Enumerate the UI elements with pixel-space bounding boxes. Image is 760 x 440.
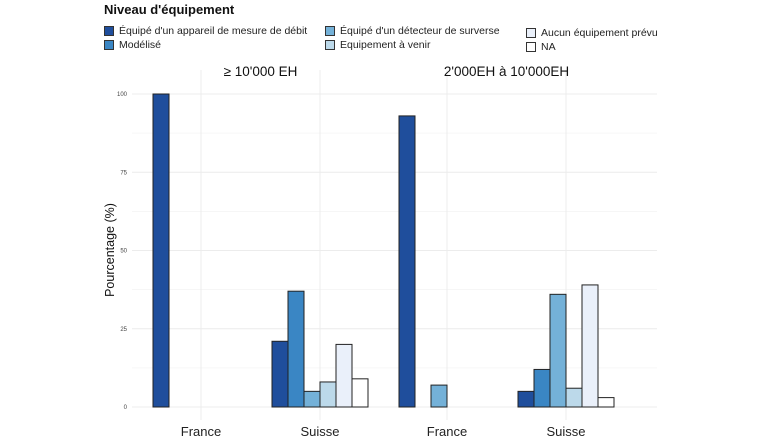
bar-suisse-series-1 <box>517 390 535 408</box>
legend-swatch-icon <box>104 26 114 36</box>
bar-suisse-series-5 <box>335 343 353 408</box>
y-tick-label: 25 <box>120 327 127 333</box>
labels: 0 25 50 75 100 ≥ 10'000 EH France Suisse 2'000EH… <box>117 64 586 439</box>
legend-item-aucun-equipement: Aucun équipement prévu <box>526 27 658 39</box>
grid <box>132 70 657 420</box>
bar-suisse-series-3 <box>549 293 567 408</box>
bar-suisse-series-5 <box>581 284 599 408</box>
legend-label: Equipement à venir <box>340 39 431 51</box>
y-tick-label: 75 <box>120 170 127 176</box>
legend-label: Équipé d'un appareil de mesure de débit <box>119 25 308 37</box>
x-category-label: France <box>427 424 467 439</box>
bar-france-series-1 <box>152 93 170 408</box>
legend-label: Aucun équipement prévu <box>541 27 658 39</box>
legend-item-detecteur-surverse: Équipé d'un détecteur de surverse <box>325 25 500 37</box>
bar-france-series-1 <box>398 115 416 408</box>
panel-title: 2'000EH à 10'000EH <box>444 64 569 79</box>
legend-item-equipement-a-venir: Equipement à venir <box>325 39 430 51</box>
bar-suisse-series-6 <box>351 378 369 408</box>
y-tick-label: 0 <box>124 405 128 411</box>
legend-item-modelise: Modélisé <box>104 39 161 51</box>
bar-suisse-series-2 <box>533 368 551 408</box>
bar-suisse-series-4 <box>565 387 583 408</box>
panel-title: ≥ 10'000 EH <box>224 64 298 79</box>
legend-swatch-icon <box>325 26 335 36</box>
legend-label: NA <box>541 41 556 53</box>
bar-suisse-series-1 <box>271 340 289 408</box>
legend-label: Équipé d'un détecteur de surverse <box>340 25 500 37</box>
legend-label: Modélisé <box>119 39 162 51</box>
y-axis-title: Pourcentage (%) <box>103 203 117 297</box>
bar-suisse-series-4 <box>319 381 337 408</box>
bar-suisse-series-2 <box>287 290 305 408</box>
legend-swatch-icon <box>104 40 114 50</box>
legend-swatch-icon <box>526 28 536 38</box>
y-tick-label: 50 <box>120 249 127 255</box>
x-category-label: Suisse <box>546 424 585 439</box>
legend-title: Niveau d'équipement <box>104 2 235 17</box>
bar-suisse-series-6 <box>597 397 615 408</box>
legend-swatch-icon <box>526 42 536 52</box>
y-tick-label: 100 <box>117 92 128 98</box>
bar-suisse-series-3 <box>303 390 321 408</box>
legend-item-na: NA <box>526 41 556 53</box>
bar-france-series-3 <box>430 384 448 408</box>
legend-swatch-icon <box>325 40 335 50</box>
bars <box>152 93 615 408</box>
legend-item-mesure-debit: Équipé d'un appareil de mesure de débit <box>104 25 307 37</box>
x-category-label: France <box>181 424 221 439</box>
x-category-label: Suisse <box>300 424 339 439</box>
